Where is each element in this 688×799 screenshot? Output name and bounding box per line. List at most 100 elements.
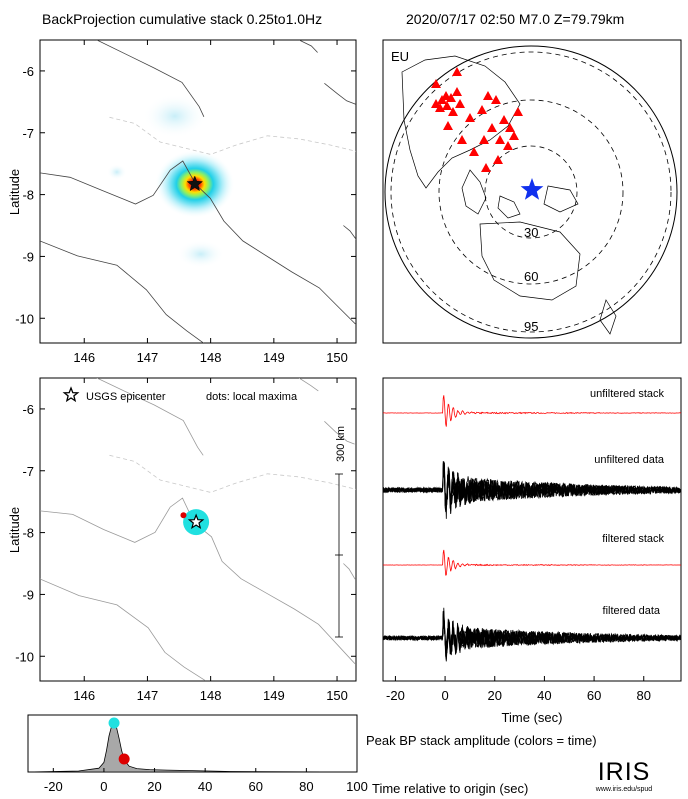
border-line [109,454,356,493]
globe-content [384,45,678,339]
peak-amplitude-frame [27,714,358,773]
station-triangle-icon [457,135,467,144]
peak-x-tick-label: 100 [346,779,368,794]
station-triangle-icon [443,121,453,130]
unfiltered-stack-trace [383,395,681,427]
x-tick-label: 150 [326,688,348,703]
coastline [96,40,205,117]
iris-logo: IRIS www.iris.edu/spud [595,758,653,793]
coastline [40,240,205,343]
station-triangle-icon [469,147,479,156]
unfiltered-data-trace [383,466,681,519]
coastline [298,40,318,53]
coastline [324,82,356,105]
peak-amplitude-panel: -20 0 20 40 60 80 100 Peak BP stack amplitude … [27,714,597,796]
scale-bar-label: 300 km [335,426,347,462]
map-content [40,40,356,343]
traces-panel: -20 0 20 40 60 80 unfiltered stack unfiltered… [382,377,682,725]
bp-faint-blob [142,94,207,139]
station-triangle-icon [491,95,501,104]
globe-ring-label-95: 95 [524,319,538,334]
traces-content [383,395,681,662]
continent-outline [401,55,521,189]
y-tick-label: -8 [22,526,34,541]
x-tick-label: 148 [200,688,222,703]
filtered-stack-trace [383,549,681,576]
station-triangle-icon [442,101,452,110]
event-info: 2020/07/17 02:50 M7.0 Z=79.79km [406,11,624,27]
y-tick-label: -7 [22,464,34,479]
continent-outline [599,299,617,335]
station-triangle-icon [509,131,519,140]
trace-label-unfiltered-data: unfiltered data [594,454,665,466]
station-triangle-icon [493,155,503,164]
coastline [40,160,356,326]
y-tick-label: -7 [22,126,34,141]
station-triangle-icon [513,107,523,116]
station-triangle-icon [431,79,441,88]
trace-x-tick-label: 80 [637,688,651,703]
station-triangle-icon [452,87,462,96]
coastline [298,378,319,392]
station-triangle-icon [505,123,515,132]
station-triangle-icon [483,91,493,100]
peak-time-marker [108,717,120,729]
x-tick-label: 146 [73,688,95,703]
globe-ring-label-60: 60 [524,269,538,284]
bp-epicenter-star-icon [186,175,204,192]
coastline [324,421,355,445]
station-triangle-icon [455,99,465,108]
map-content [40,378,356,681]
globe-ring-label-30: 30 [524,225,538,240]
maxima-legend-label: dots: local maxima [206,391,298,403]
peak-time-marker [118,753,130,765]
coastline [343,563,356,580]
x-tick-label: 149 [263,688,285,703]
x-tick-label: 150 [326,350,348,365]
station-triangle-icon [499,115,509,124]
maxima-map-ylabel: Latitude [7,507,22,553]
y-tick-label: -10 [15,649,34,664]
trace-label-unfiltered-stack: unfiltered stack [590,388,664,400]
peak-x-tick-label: 40 [198,779,212,794]
x-tick-label: 146 [73,350,95,365]
peak-x-tick-label: 80 [299,779,313,794]
station-triangle-icon [479,135,489,144]
globe-network-label: EU [391,49,409,64]
peak-x-tick-label: 0 [100,779,107,794]
border-line [109,116,356,155]
coastline [40,578,205,681]
coastline [96,378,204,456]
station-triangle-icon [435,103,445,112]
y-tick-label: -8 [22,188,34,203]
bp-faint-blob [106,164,127,181]
station-triangle-icon [448,107,458,116]
epicenter-legend-star-icon [62,386,80,403]
figure-title: BackProjection cumulative stack 0.25to1.… [42,11,322,27]
trace-x-tick-label: 40 [537,688,551,703]
continent-outline [461,169,487,215]
station-triangle-icon [441,91,451,100]
station-triangle-icon [477,105,487,114]
bp-map-ylabel: Latitude [7,169,22,215]
continent-outline [543,185,579,213]
iris-logo-text: IRIS [598,758,651,786]
peak-amplitude-title: Peak BP stack amplitude (colors = time) [366,733,597,748]
globe-epicenter-star-icon [520,178,544,200]
peak-x-tick-label: 60 [249,779,263,794]
trace-x-tick-label: 20 [488,688,502,703]
usgs-epicenter-star-icon [187,513,205,530]
x-tick-label: 147 [137,688,159,703]
peak-amplitude-xlabel: Time relative to origin (sec) [372,781,528,796]
station-triangle-icon [465,113,475,122]
trace-label-filtered-stack: filtered stack [602,533,664,545]
x-tick-label: 147 [137,350,159,365]
bp-faint-blob [176,240,225,269]
station-triangle-icon [452,67,462,76]
unfiltered-data-trace [383,461,681,515]
station-triangle-icon [487,123,497,132]
maxima-map-panel: 146 147 148 149 150 -6 -7 -8 -9 -10 Latitude USGS… [7,377,357,703]
coastline [343,225,356,240]
globe-outline [384,45,678,339]
